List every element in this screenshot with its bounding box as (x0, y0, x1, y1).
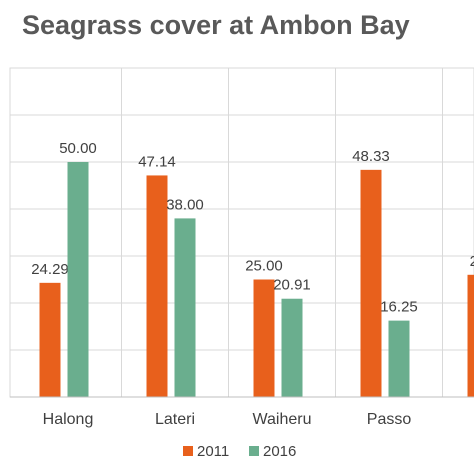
data-label-2016-passo: 16.25 (380, 299, 418, 316)
x-tick-label: Halong (43, 411, 94, 428)
data-label-2016-halong: 50.00 (59, 140, 97, 157)
bar-2011-tantui (467, 274, 474, 397)
bar-2016-waiheru (281, 298, 303, 397)
data-label-2016-waiheru: 20.91 (273, 277, 311, 294)
data-label-2011-passo: 48.33 (352, 148, 390, 165)
bar-2011-waiheru (253, 279, 275, 397)
data-label-2011-tantui: 26 (470, 253, 474, 270)
legend-label-2011: 2011 (197, 443, 229, 460)
data-label-2016-lateri: 38.00 (166, 196, 204, 213)
bar-2011-lateri (146, 175, 168, 397)
chart-title: Seagrass cover at Ambon Bay (22, 10, 410, 40)
x-tick-label: Passo (367, 411, 412, 428)
legend-swatch-2011 (183, 446, 193, 456)
bar-2011-halong (39, 282, 61, 397)
data-label-2011-lateri: 47.14 (138, 153, 176, 170)
x-tick-label: Lateri (155, 411, 195, 428)
x-tick-label: Waiheru (253, 411, 312, 428)
bar-2011-passo (360, 169, 382, 397)
bar-2016-lateri (174, 218, 196, 397)
legend-swatch-2016 (249, 446, 259, 456)
data-label-2011-waiheru: 25.00 (245, 258, 283, 275)
data-label-2011-halong: 24.29 (31, 261, 69, 278)
bar-2016-passo (388, 320, 410, 397)
legend-label-2016: 2016 (263, 443, 296, 460)
bar-2016-halong (67, 162, 89, 397)
